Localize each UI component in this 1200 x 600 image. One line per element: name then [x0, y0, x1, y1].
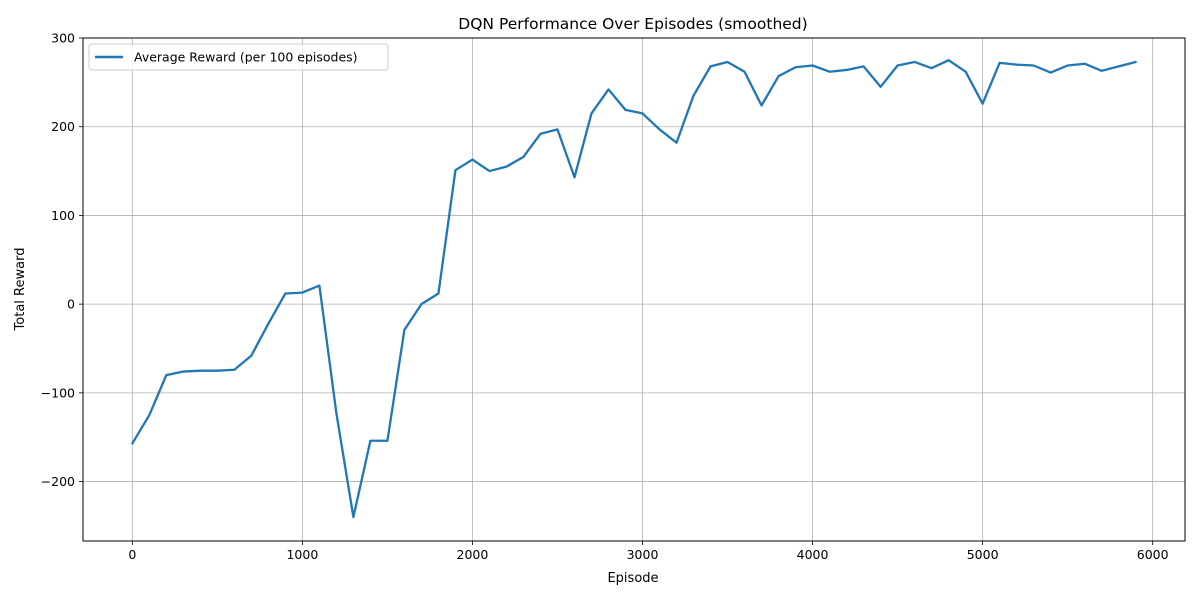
y-axis-ticks: −200 −100 0 100 200 300 [41, 31, 83, 489]
y-tick-label: 100 [51, 208, 75, 223]
x-tick-label: 4000 [797, 547, 829, 562]
x-axis-ticks: 0 1000 2000 3000 4000 5000 6000 [128, 541, 1169, 562]
y-tick-label: −100 [41, 385, 75, 400]
y-tick-label: −200 [41, 474, 75, 489]
series-layer [131, 59, 1137, 519]
grid [83, 37, 1185, 541]
chart-title: DQN Performance Over Episodes (smoothed) [458, 15, 807, 33]
x-tick-label: 2000 [457, 547, 489, 562]
y-axis-label: Total Reward [13, 248, 28, 332]
x-tick-label: 5000 [967, 547, 999, 562]
y-tick-label: 300 [51, 31, 75, 46]
legend-entry-label: Average Reward (per 100 episodes) [134, 50, 358, 65]
x-tick-label: 6000 [1137, 547, 1169, 562]
y-tick-label: 0 [67, 297, 75, 312]
legend: Average Reward (per 100 episodes) [88, 43, 389, 71]
x-tick-label: 0 [128, 547, 136, 562]
x-tick-label: 1000 [286, 547, 318, 562]
x-tick-label: 3000 [627, 547, 659, 562]
x-axis-label: Episode [607, 571, 658, 586]
y-tick-label: 200 [51, 119, 75, 134]
series-line-0 [131, 59, 1137, 519]
legend-box [88, 43, 389, 71]
plot-area [82, 37, 1186, 542]
